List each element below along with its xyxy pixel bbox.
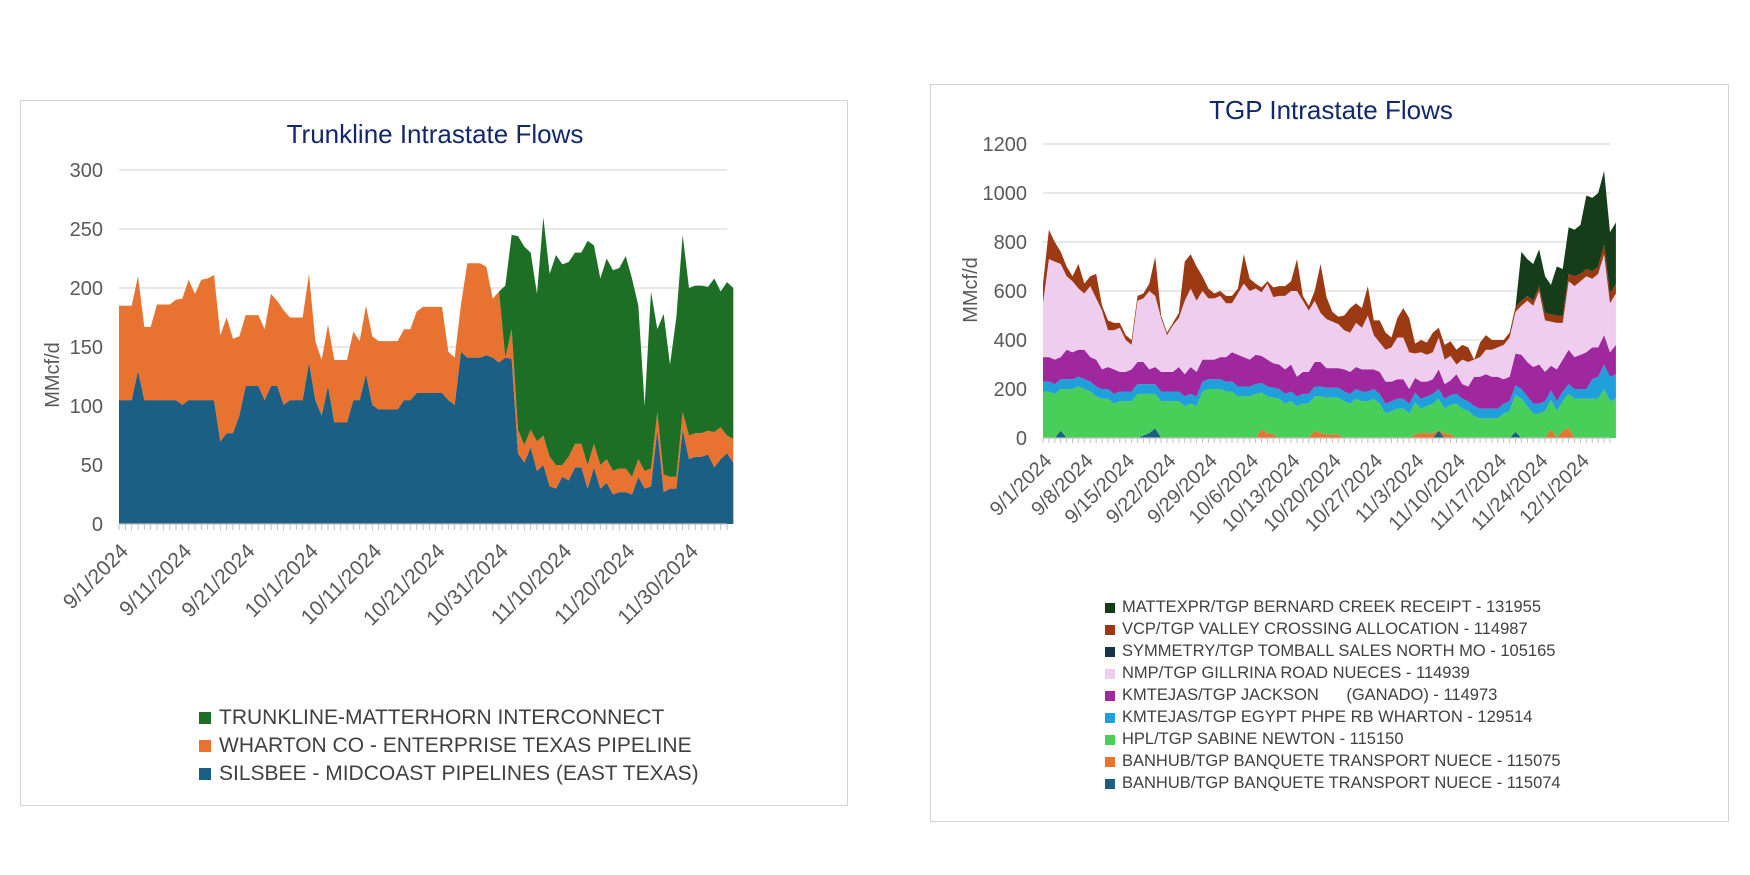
legend-item: KMTEJAS/TGP EGYPT PHPE RB WHARTON - 1295… (1105, 708, 1533, 727)
legend-swatch (199, 712, 211, 724)
legend-label: TRUNKLINE-MATTERHORN INTERCONNECT (219, 706, 664, 729)
legend-item: BANHUB/TGP BANQUETE TRANSPORT NUECE - 11… (1105, 774, 1561, 793)
y-axis-label: MMcf/d (960, 257, 982, 323)
y-tick-label: 200 (70, 278, 103, 300)
legend-item: SYMMETRY/TGP TOMBALL SALES NORTH MO - 10… (1105, 642, 1555, 661)
trunkline-chart-panel: Trunkline Intrastate Flows MMcf/d 0 50 100… (20, 100, 848, 806)
legend-label: VCP/TGP VALLEY CROSSING ALLOCATION - 114… (1122, 620, 1528, 638)
y-tick-label: 800 (994, 232, 1027, 254)
legend-item: MATTEXPR/TGP BERNARD CREEK RECEIPT - 131… (1105, 598, 1541, 617)
tgp-chart-panel: TGP Intrastate Flows MMcf/d 0 200 400 600 80… (930, 84, 1729, 822)
legend-label: MATTEXPR/TGP BERNARD CREEK RECEIPT - 131… (1122, 598, 1541, 616)
trunkline-chart: Trunkline Intrastate Flows MMcf/d 0 50 100… (21, 101, 849, 807)
legend-item: TRUNKLINE-MATTERHORN INTERCONNECT (199, 706, 664, 730)
y-axis-label: MMcf/d (42, 342, 64, 408)
legend-swatch (1105, 757, 1115, 767)
legend-item: VCP/TGP VALLEY CROSSING ALLOCATION - 114… (1105, 620, 1528, 639)
legend-swatch (1105, 603, 1115, 613)
legend-label: SYMMETRY/TGP TOMBALL SALES NORTH MO - 10… (1122, 642, 1555, 660)
legend-swatch (1105, 625, 1115, 635)
x-tick-marks (119, 524, 727, 530)
y-tick-label: 1200 (983, 134, 1028, 156)
legend-swatch (199, 740, 211, 752)
legend-label: HPL/TGP SABINE NEWTON - 115150 (1122, 730, 1404, 748)
legend-item: HPL/TGP SABINE NEWTON - 115150 (1105, 730, 1404, 749)
legend-swatch (1105, 779, 1115, 789)
y-tick-label: 200 (994, 379, 1027, 401)
y-tick-label: 400 (994, 330, 1027, 352)
legend-item: NMP/TGP GILLRINA ROAD NUECES - 114939 (1105, 664, 1470, 683)
y-tick-label: 100 (70, 396, 103, 418)
y-tick-label: 600 (994, 281, 1027, 303)
legend-swatch (199, 768, 211, 780)
y-tick-label: 50 (81, 455, 103, 477)
legend-label: KMTEJAS/TGP EGYPT PHPE RB WHARTON - 1295… (1122, 708, 1533, 726)
legend-label: SILSBEE - MIDCOAST PIPELINES (EAST TEXAS… (219, 762, 699, 785)
legend-label: WHARTON CO - ENTERPRISE TEXAS PIPELINE (219, 734, 692, 757)
legend-label: BANHUB/TGP BANQUETE TRANSPORT NUECE - 11… (1122, 752, 1561, 770)
legend-label: BANHUB/TGP BANQUETE TRANSPORT NUECE - 11… (1122, 774, 1561, 792)
series-areas (1043, 171, 1616, 438)
legend-swatch (1105, 713, 1115, 723)
legend-swatch (1105, 669, 1115, 679)
legend-item: SILSBEE - MIDCOAST PIPELINES (EAST TEXAS… (199, 762, 699, 786)
series-areas (119, 217, 733, 524)
y-tick-label: 1000 (983, 183, 1028, 205)
legend-swatch (1105, 647, 1115, 657)
legend-swatch (1105, 691, 1115, 701)
legend-label: NMP/TGP GILLRINA ROAD NUECES - 114939 (1122, 664, 1470, 682)
y-tick-label: 250 (70, 219, 103, 241)
legend-item: BANHUB/TGP BANQUETE TRANSPORT NUECE - 11… (1105, 752, 1561, 771)
chart-title: TGP Intrastate Flows (1209, 95, 1453, 125)
chart-title: Trunkline Intrastate Flows (287, 119, 584, 149)
legend-label: KMTEJAS/TGP JACKSON (GANADO) - 114973 (1122, 686, 1497, 704)
y-tick-label: 150 (70, 337, 103, 359)
legend-item: WHARTON CO - ENTERPRISE TEXAS PIPELINE (199, 734, 692, 758)
legend-item: KMTEJAS/TGP JACKSON (GANADO) - 114973 (1105, 686, 1497, 705)
y-tick-label: 300 (70, 160, 103, 182)
legend-swatch (1105, 735, 1115, 745)
x-tick-marks (1043, 438, 1610, 443)
y-tick-label: 0 (92, 514, 103, 536)
y-tick-label: 0 (1016, 428, 1027, 450)
